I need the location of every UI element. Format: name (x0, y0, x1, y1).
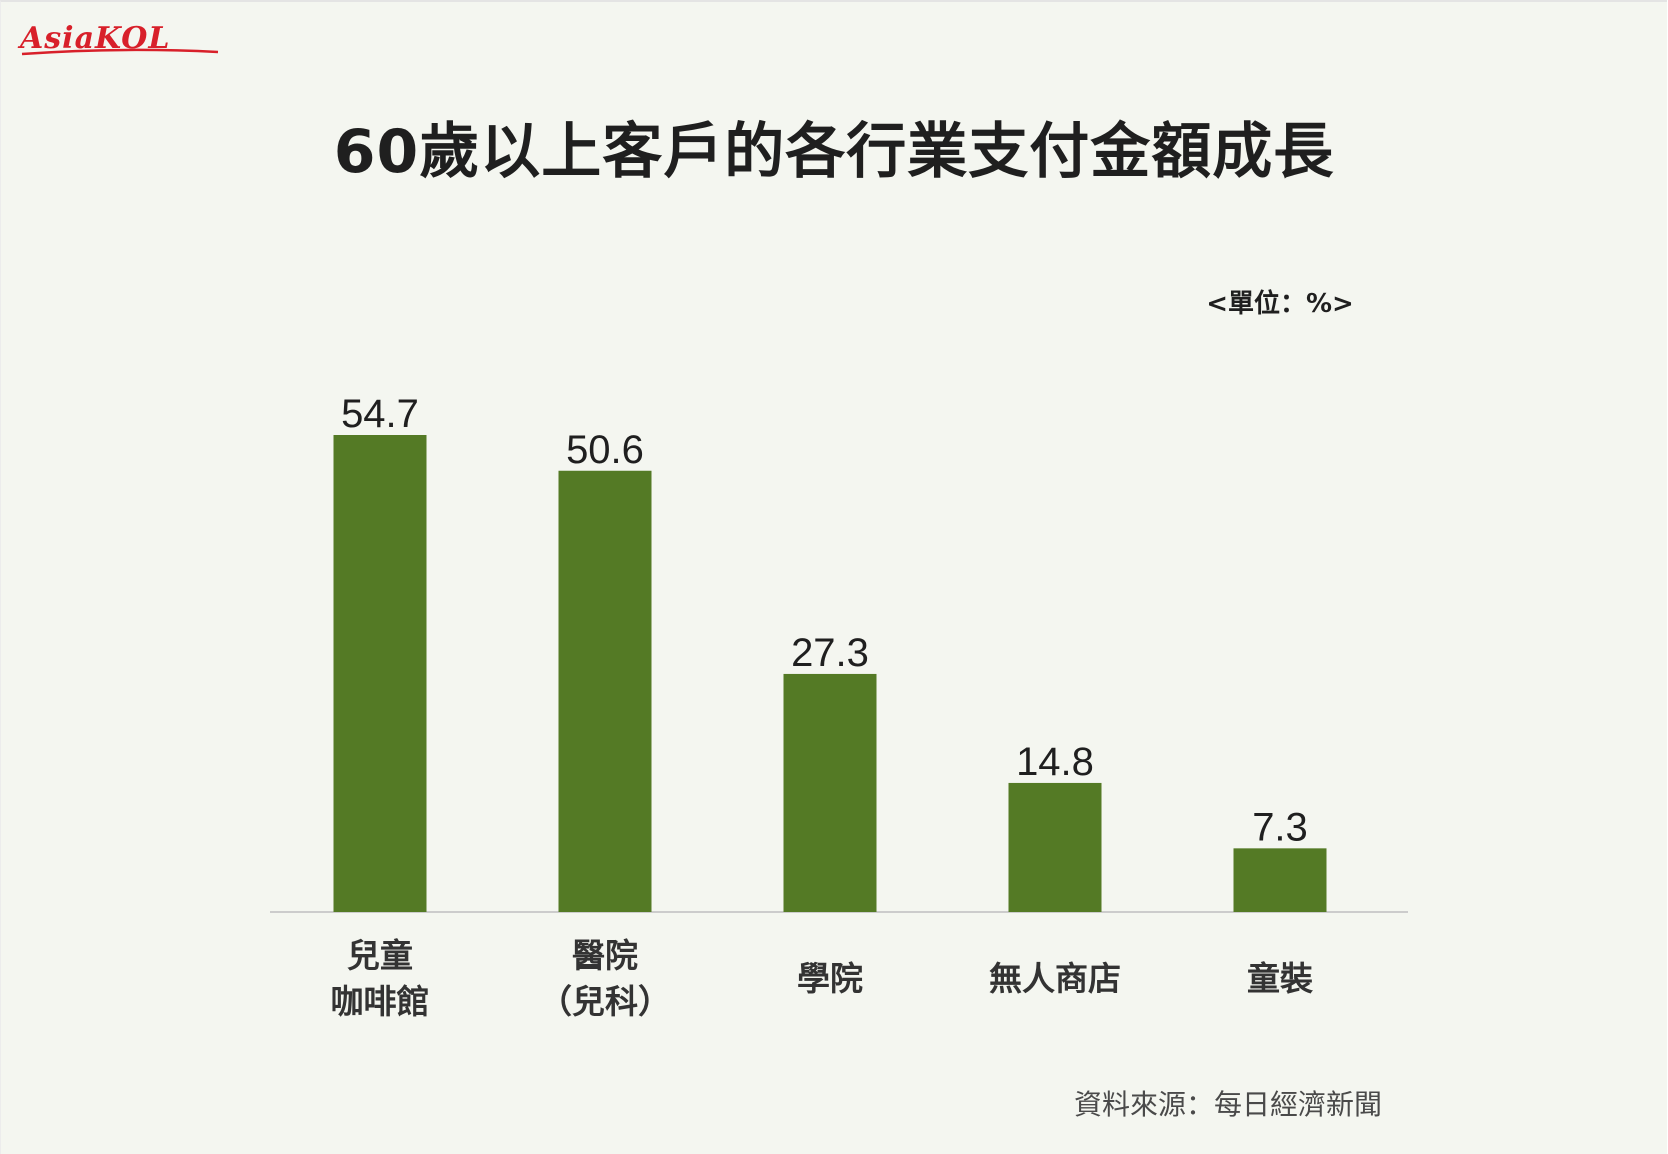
bar-2 (783, 673, 877, 912)
category-label-1: 醫院 （兒科） (495, 933, 715, 1025)
category-label-4: 童裝 (1170, 956, 1390, 1002)
bar-3 (1008, 782, 1102, 912)
chart-title: 60歲以上客戶的各行業支付金額成長 (333, 117, 1335, 187)
category-label-line: 咖啡館 (330, 982, 430, 1021)
value-label-2: 27.3 (791, 631, 869, 675)
logo-swoosh (21, 48, 219, 56)
category-label-line: 兒童 (347, 936, 413, 975)
value-label-1: 50.6 (566, 428, 644, 472)
bar-0 (333, 435, 427, 912)
category-label-3: 無人商店 (945, 956, 1165, 1002)
bar-4 (1233, 848, 1327, 912)
category-label-line: 醫院 (572, 936, 638, 975)
category-label-line: 無人商店 (989, 959, 1121, 998)
category-label-line: （兒科） (539, 982, 671, 1021)
category-label-line: 學院 (797, 959, 863, 998)
value-label-0: 54.7 (341, 392, 419, 436)
value-label-4: 7.3 (1252, 805, 1308, 849)
category-label-0: 兒童 咖啡館 (270, 933, 490, 1025)
category-label-line: 童裝 (1247, 959, 1313, 998)
source-note: 資料來源：每日經濟新聞 (1073, 1088, 1382, 1121)
category-label-2: 學院 (720, 956, 940, 1002)
unit-label: <單位：%> (1206, 289, 1354, 319)
bar-1 (558, 470, 652, 912)
value-label-3: 14.8 (1016, 740, 1094, 784)
